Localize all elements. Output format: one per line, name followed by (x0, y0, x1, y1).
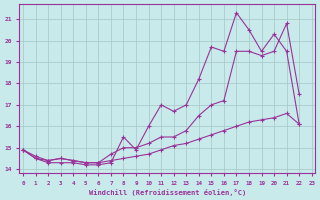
X-axis label: Windchill (Refroidissement éolien,°C): Windchill (Refroidissement éolien,°C) (89, 189, 246, 196)
